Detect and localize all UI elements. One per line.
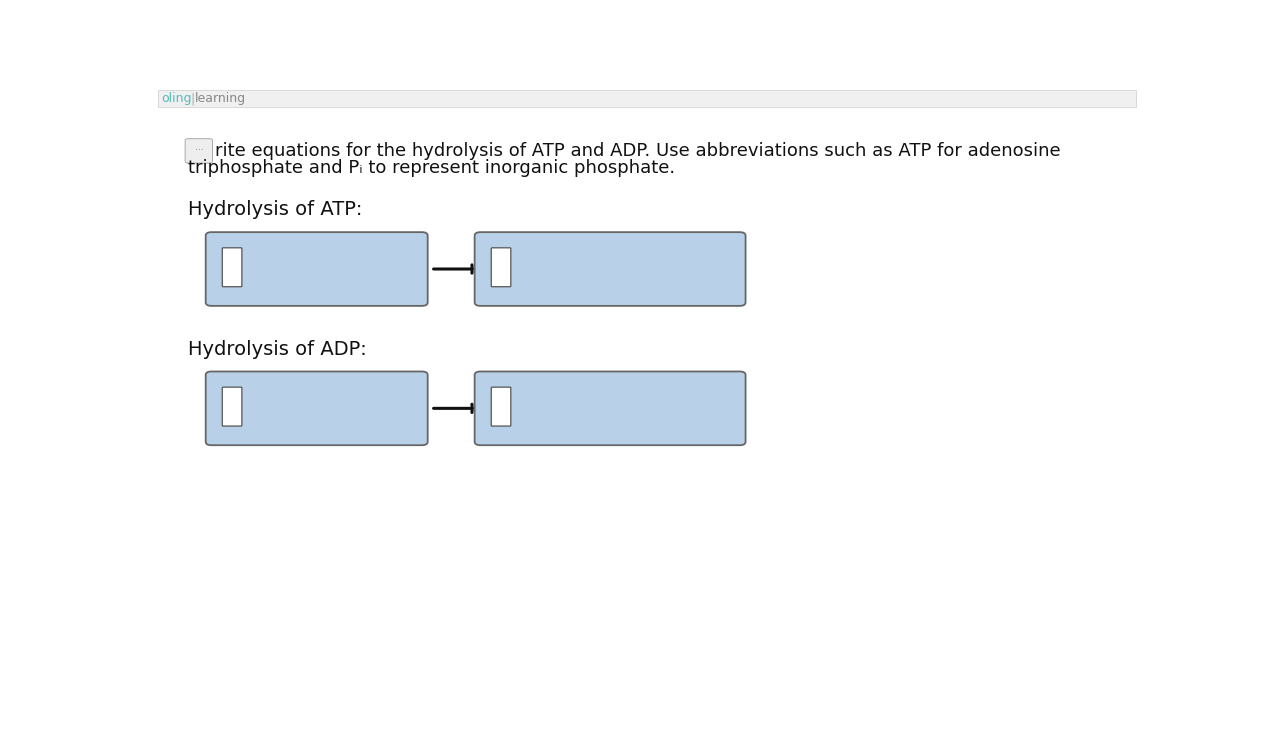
FancyBboxPatch shape bbox=[222, 248, 242, 287]
Text: ···: ··· bbox=[194, 146, 203, 155]
FancyBboxPatch shape bbox=[186, 139, 212, 163]
FancyBboxPatch shape bbox=[222, 387, 242, 426]
Text: triphosphate and Pᵢ to represent inorganic phosphate.: triphosphate and Pᵢ to represent inorgan… bbox=[188, 159, 675, 177]
Bar bbox=[158, 90, 1136, 107]
Text: Hydrolysis of ADP:: Hydrolysis of ADP: bbox=[188, 340, 367, 359]
FancyBboxPatch shape bbox=[475, 232, 746, 306]
FancyBboxPatch shape bbox=[491, 387, 511, 426]
FancyBboxPatch shape bbox=[206, 232, 428, 306]
Text: |: | bbox=[191, 92, 194, 105]
Text: oling: oling bbox=[162, 92, 192, 105]
Text: Hydrolysis of ATP:: Hydrolysis of ATP: bbox=[188, 201, 362, 219]
FancyBboxPatch shape bbox=[206, 372, 428, 445]
Text: learning: learning bbox=[194, 92, 246, 105]
FancyBboxPatch shape bbox=[475, 372, 746, 445]
Text: rite equations for the hydrolysis of ATP and ADP. Use abbreviations such as ATP : rite equations for the hydrolysis of ATP… bbox=[216, 142, 1061, 160]
FancyBboxPatch shape bbox=[491, 248, 511, 287]
